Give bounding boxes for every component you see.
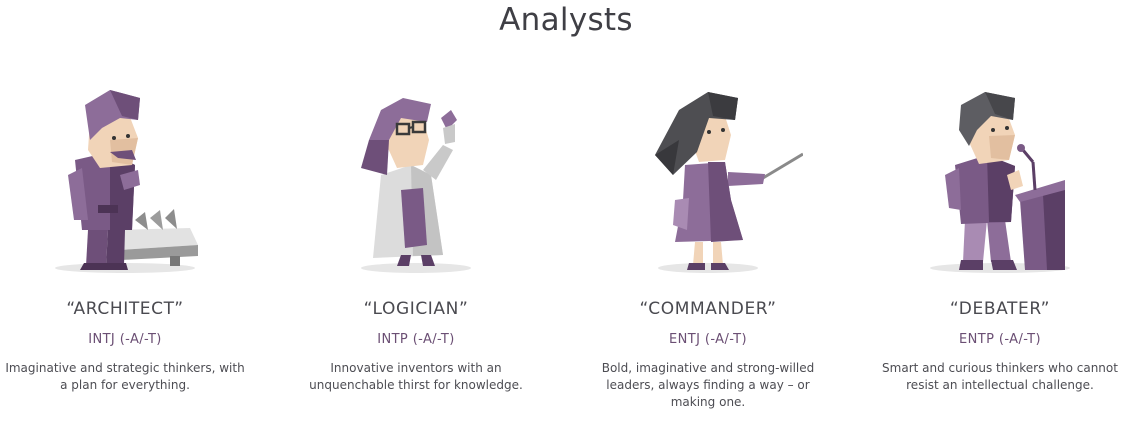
logician-figure-icon	[361, 98, 471, 273]
type-description: Smart and curious thinkers who cannot re…	[882, 361, 1118, 392]
type-name: “ARCHITECT”	[66, 299, 184, 319]
commander-figure-icon	[655, 92, 803, 273]
type-description: Bold, imaginative and strong-willed lead…	[601, 361, 815, 409]
type-code: ENTP (-A/-T)	[959, 332, 1041, 347]
debater-figure-icon	[930, 92, 1070, 273]
type-card-architect[interactable]: “ARCHITECT” INTJ (-A/-T) Imaginative and…	[0, 80, 250, 394]
type-name: “LOGICIAN”	[363, 299, 469, 319]
type-card-logician[interactable]: “LOGICIAN” INTP (-A/-T) Innovative inven…	[291, 80, 541, 394]
type-card-commander[interactable]: “COMMANDER” ENTJ (-A/-T) Bold, imaginati…	[583, 80, 833, 411]
type-name: “COMMANDER”	[639, 299, 777, 319]
type-card-debater[interactable]: “DEBATER” ENTP (-A/-T) Smart and curious…	[875, 80, 1125, 394]
type-code: ENTJ (-A/-T)	[669, 332, 747, 347]
architect-figure-icon	[55, 90, 198, 273]
type-code: INTP (-A/-T)	[377, 332, 455, 347]
type-code: INTJ (-A/-T)	[88, 332, 162, 347]
type-description: Imaginative and strategic thinkers, with…	[5, 361, 245, 392]
type-name: “DEBATER”	[949, 299, 1051, 319]
type-description: Innovative inventors with an unquenchabl…	[309, 361, 523, 392]
section-title: Analysts	[499, 2, 633, 38]
